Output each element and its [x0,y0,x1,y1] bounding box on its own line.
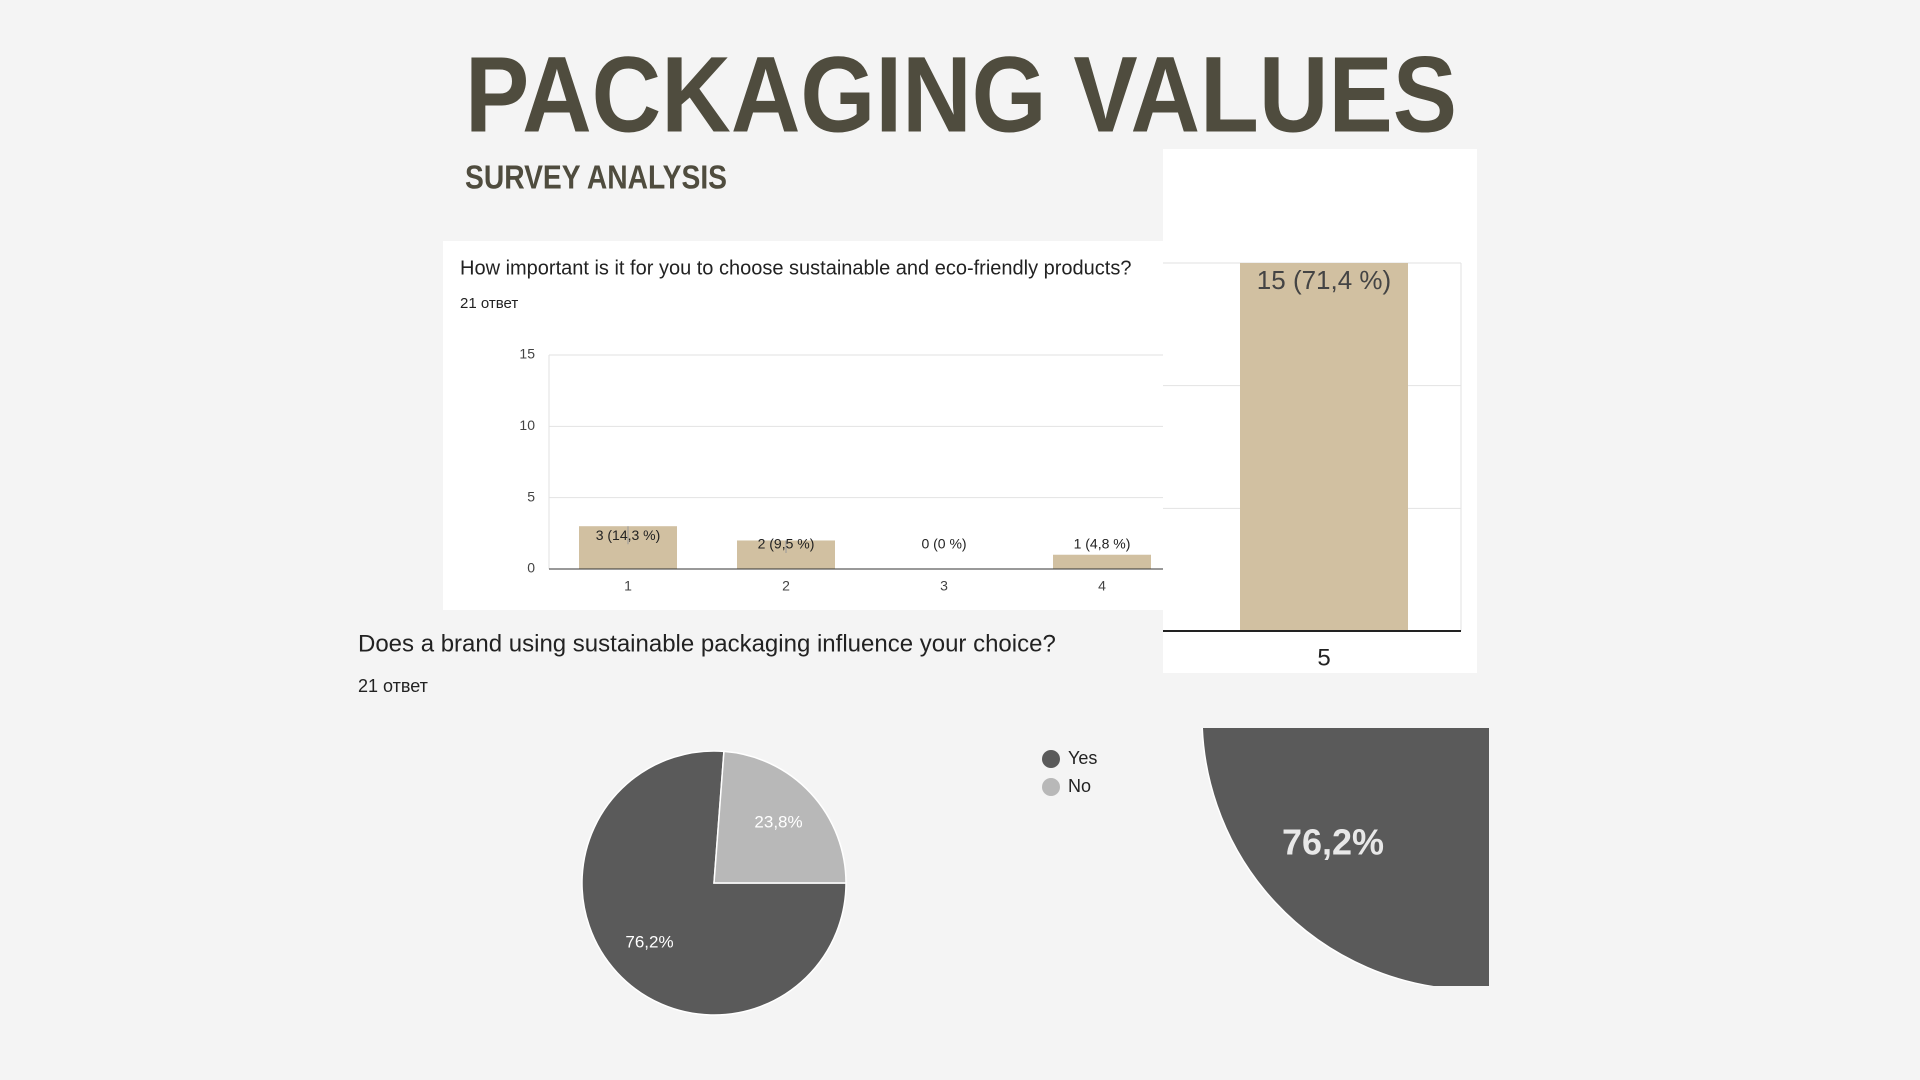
x-tick-label: 1 [624,578,632,594]
legend-swatch [1042,778,1060,796]
y-tick-label: 10 [519,417,535,433]
legend-label: No [1068,776,1091,796]
pie-slice [1201,728,1489,986]
slice-label: 23,8% [754,813,802,832]
bar [1053,554,1151,569]
value-label: 2 (9,5 %) [758,536,815,552]
slide-title: PACKAGING VALUES [465,34,1457,155]
chart-title: Does a brand using sustainable packaging… [358,630,1056,657]
y-tick-label: 0 [527,560,535,576]
bar [1240,263,1408,631]
slide-subtitle: SURVEY ANALYSIS [465,159,727,196]
chart-subtitle: 21 ответ [460,295,518,312]
legend-label: Yes [1068,748,1097,768]
value-label: 0 (0 %) [921,536,966,552]
y-tick-label: 15 [519,346,535,362]
x-tick-label: 2 [782,578,790,594]
x-tick-label: 3 [940,578,948,594]
x-tick-label: 4 [1098,578,1106,594]
value-label: 1 (4,8 %) [1074,536,1131,552]
pie-slice [713,750,847,884]
legend-swatch [1042,750,1060,768]
value-label: 15 (71,4 %) [1257,265,1391,295]
value-label: 3 (14,3 %) [596,527,661,543]
chart-subtitle: 21 ответ [358,676,428,696]
x-tick-label: 5 [1317,644,1330,671]
chart-title: How important is it for you to choose su… [460,257,1131,279]
slice-label: 76,2% [625,932,673,951]
y-tick-label: 5 [527,488,535,504]
slice-label: 76,2% [1282,822,1384,863]
